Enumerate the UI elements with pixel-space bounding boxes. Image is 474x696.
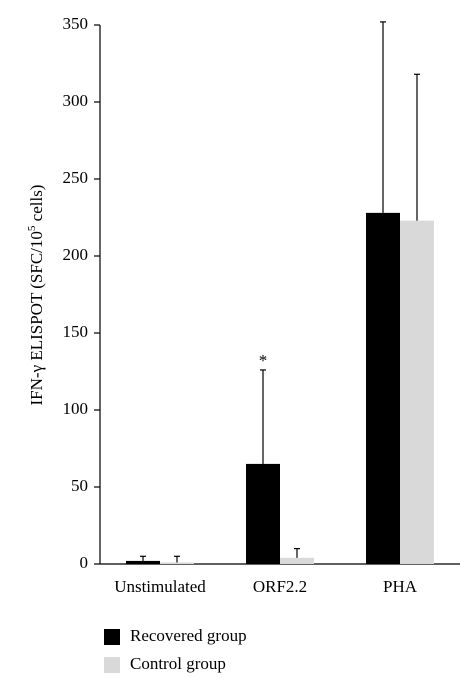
y-label-sup: 5	[26, 225, 38, 231]
bar	[160, 562, 194, 564]
y-tick-label: 50	[71, 476, 88, 495]
bar	[280, 557, 314, 564]
y-tick-label: 300	[63, 91, 89, 110]
bar	[400, 220, 434, 564]
y-tick-label: 200	[63, 245, 89, 264]
y-tick-label: 250	[63, 168, 89, 187]
y-tick-label: 350	[63, 14, 89, 33]
bar	[126, 560, 160, 564]
legend-swatch	[104, 629, 120, 645]
y-tick-label: 100	[63, 399, 89, 418]
x-tick-label: ORF2.2	[253, 577, 307, 596]
significance-mark: *	[259, 351, 268, 370]
bar	[246, 463, 280, 564]
y-tick-label: 150	[63, 322, 89, 341]
y-label-end: cells)	[27, 185, 46, 226]
bar	[366, 212, 400, 564]
y-axis-label: IFN-γ ELISPOT (SFC/105 cells)	[26, 185, 46, 406]
x-tick-label: Unstimulated	[114, 577, 206, 596]
legend-swatch	[104, 657, 120, 673]
y-tick-label: 0	[80, 553, 89, 572]
legend-label: Control group	[130, 654, 226, 673]
y-label-main: IFN-γ ELISPOT (SFC/10	[27, 231, 46, 405]
x-tick-label: PHA	[383, 577, 418, 596]
legend-label: Recovered group	[130, 626, 247, 645]
